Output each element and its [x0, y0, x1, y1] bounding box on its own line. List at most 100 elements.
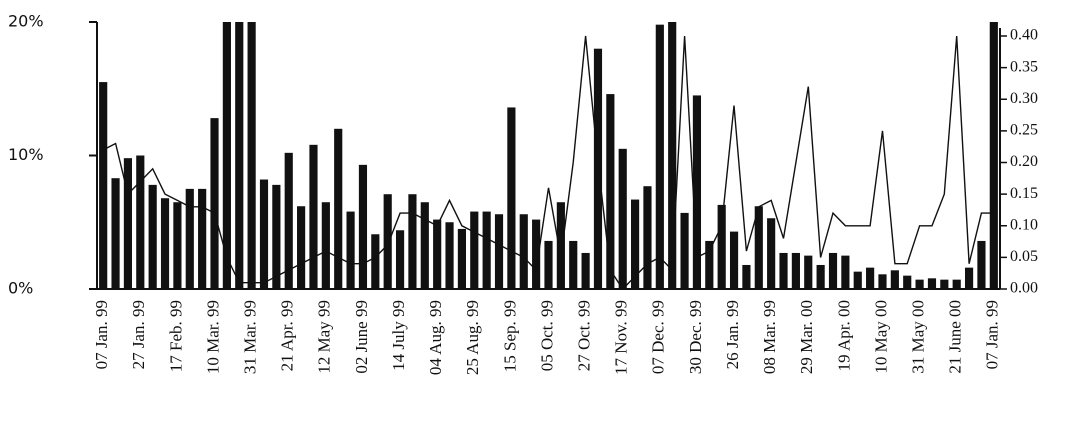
bar [940, 279, 949, 289]
bar [210, 118, 219, 290]
bar [767, 218, 776, 289]
x-tick-label: 27 Jan. 99 [129, 300, 148, 369]
x-tick-label: 31 Mar. 99 [241, 300, 260, 374]
bar [804, 255, 813, 289]
bar [198, 188, 207, 289]
x-tick-label: 02 June 99 [352, 300, 371, 374]
bar [556, 202, 565, 289]
bar [470, 211, 479, 289]
bar [878, 274, 887, 289]
x-tick-label: 15 Sep. 99 [500, 300, 519, 372]
x-tick-label: 10 May 00 [871, 300, 890, 374]
y2-tick-label: 0.05 [1010, 248, 1038, 265]
x-tick-label: 27 Oct. 99 [575, 300, 594, 371]
bar [692, 95, 702, 289]
bar [544, 240, 553, 289]
y2-tick-label: 0.15 [1010, 185, 1038, 202]
bar [185, 188, 194, 289]
x-tick-label: 05 Oct. 99 [537, 300, 556, 371]
bar [705, 240, 714, 289]
bar [903, 275, 912, 289]
x-tick-label: 14 July 99 [389, 300, 408, 371]
y2-tick-label: 0.00 [1010, 280, 1038, 297]
bar [643, 186, 652, 289]
x-tick-label: 07 Jan. 99 [92, 300, 111, 369]
bar [606, 94, 615, 289]
bar [569, 240, 578, 289]
bar [334, 128, 343, 289]
bar [99, 82, 108, 289]
x-tick-label: 26 Jan. 99 [723, 300, 742, 369]
x-tick-label: 07 Dec. 99 [649, 300, 668, 374]
y2-tick-label: 0.30 [1010, 90, 1038, 107]
bar [593, 48, 603, 290]
x-tick-label: 29 Mar. 00 [797, 300, 816, 374]
bar [853, 271, 862, 289]
bar [964, 267, 974, 289]
bar [408, 194, 417, 289]
y-tick-label: 20% [8, 12, 44, 31]
line [102, 35, 994, 291]
bar [631, 199, 640, 289]
bar [111, 178, 120, 289]
bar [136, 155, 145, 289]
x-tick-label: 21 June 00 [946, 300, 965, 374]
x-tick-label: 07 Jan. 99 [983, 300, 1002, 369]
bar [989, 22, 998, 289]
x-tick-label: 30 Dec. 99 [686, 300, 705, 374]
bar [482, 211, 491, 289]
x-tick-label: 12 May 99 [315, 300, 334, 374]
y2-tick-label: 0.20 [1010, 153, 1038, 170]
x-tick-label: 21 Apr. 99 [278, 300, 297, 371]
x-tick-label: 19 Apr. 00 [834, 300, 853, 371]
x-tick-label: 08 Mar. 99 [760, 300, 779, 374]
bar [754, 206, 763, 289]
y2-tick-label: 0.35 [1010, 58, 1038, 75]
y2-tick-label: 0.10 [1010, 216, 1038, 233]
bar [247, 22, 256, 289]
x-tick-label: 31 May 00 [909, 300, 928, 374]
x-tick-label: 25 Aug. 99 [463, 300, 482, 375]
y-tick-label: 10% [8, 145, 44, 164]
bar [222, 22, 231, 289]
bar [779, 252, 788, 289]
bar [828, 252, 838, 289]
bar [890, 270, 899, 289]
bar [420, 202, 429, 289]
bar [160, 198, 170, 289]
bar [371, 234, 380, 289]
bar [977, 240, 986, 289]
bar [915, 279, 924, 289]
bar [927, 278, 937, 289]
y2-tick-label: 0.40 [1010, 27, 1038, 44]
bar [173, 202, 182, 289]
x-tick-label: 17 Nov. 99 [612, 300, 631, 375]
bar [297, 206, 306, 289]
bar [383, 194, 392, 289]
bar [259, 179, 269, 289]
bar [395, 230, 405, 289]
bar [532, 219, 541, 289]
bar [346, 211, 355, 289]
x-tick-label: 10 Mar. 99 [203, 300, 222, 374]
bar [841, 255, 850, 289]
bar [618, 148, 627, 289]
bar [148, 184, 157, 289]
bar [816, 264, 825, 289]
bar [519, 214, 528, 289]
bar [284, 152, 293, 289]
bar [680, 212, 689, 289]
bar [668, 22, 677, 289]
bar [445, 222, 454, 289]
bar [952, 279, 961, 289]
bar [235, 22, 244, 289]
bar [655, 24, 664, 289]
x-tick-label: 04 Aug. 99 [426, 300, 445, 375]
bar [272, 184, 281, 289]
bar [358, 164, 368, 289]
bar [581, 252, 590, 289]
bar [791, 252, 800, 289]
bar [866, 267, 875, 289]
bar [433, 219, 442, 289]
